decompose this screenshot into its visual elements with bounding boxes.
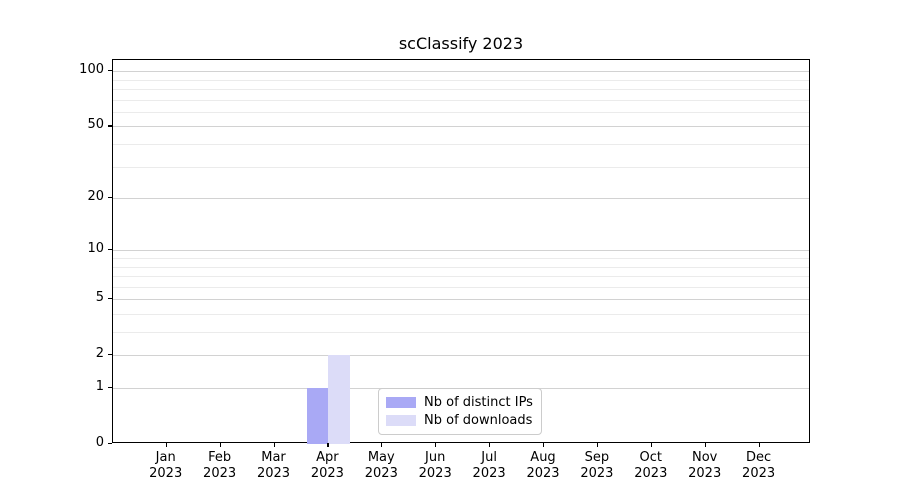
x-tick <box>165 443 167 447</box>
minor-gridline <box>113 79 809 81</box>
minor-gridline <box>113 144 809 145</box>
minor-gridline <box>113 89 809 90</box>
x-tick <box>596 443 599 447</box>
y-tick <box>108 70 112 72</box>
x-tick <box>381 443 383 447</box>
minor-gridline <box>113 332 809 333</box>
legend-label-distinct-ips: Nb of distinct IPs <box>424 395 533 410</box>
minor-gridline <box>113 266 809 268</box>
x-tick-label: Aug 2023 <box>526 450 560 481</box>
x-tick-label: Jan 2023 <box>149 450 183 481</box>
y-tick <box>108 125 112 127</box>
x-tick <box>758 443 760 447</box>
minor-gridline <box>113 166 809 168</box>
x-tick <box>435 443 437 447</box>
minor-gridline <box>113 257 809 259</box>
x-tick <box>543 443 545 447</box>
x-tick <box>704 443 706 447</box>
y-tick <box>108 354 112 356</box>
minor-gridline <box>113 111 809 113</box>
minor-gridline <box>113 276 809 278</box>
bar-nb-of-distinct-ips <box>306 388 329 444</box>
plot-area <box>112 59 810 444</box>
minor-gridline <box>113 313 809 315</box>
minor-gridline <box>113 286 809 288</box>
major-gridline <box>113 126 809 128</box>
x-tick-label: Mar 2023 <box>256 450 291 481</box>
legend-swatch-downloads <box>386 415 416 426</box>
chart-title: scClassify 2023 <box>398 34 524 53</box>
x-tick-label: Jul 2023 <box>472 450 506 481</box>
x-tick <box>489 443 491 447</box>
x-tick-label: Jun 2023 <box>418 450 452 481</box>
y-tick <box>108 249 112 251</box>
legend-label-downloads: Nb of downloads <box>424 413 533 428</box>
y-tick <box>108 387 112 389</box>
major-gridline <box>113 71 809 73</box>
legend-row-downloads: Nb of downloads <box>386 412 533 429</box>
y-tick-label: 20 <box>87 189 104 205</box>
x-tick <box>327 443 329 447</box>
y-tick-label: 100 <box>79 62 104 78</box>
y-tick <box>108 197 112 199</box>
x-tick-label: Oct 2023 <box>634 450 668 481</box>
y-tick <box>108 443 112 445</box>
x-tick-label: Apr 2023 <box>310 450 344 481</box>
x-tick <box>219 443 221 447</box>
major-gridline <box>113 198 809 200</box>
x-tick-label: Feb 2023 <box>203 450 237 481</box>
major-gridline <box>113 299 809 301</box>
major-gridline <box>113 250 809 252</box>
minor-gridline <box>113 99 809 101</box>
y-tick <box>108 298 112 300</box>
x-tick-label: Dec 2023 <box>742 450 776 481</box>
y-tick-label: 50 <box>87 117 104 133</box>
y-tick-label: 0 <box>95 435 104 450</box>
major-gridline <box>113 355 809 357</box>
legend-row-distinct-ips: Nb of distinct IPs <box>386 394 533 411</box>
x-tick-label: May 2023 <box>364 450 398 481</box>
x-tick-label: Nov 2023 <box>688 450 722 481</box>
x-tick <box>650 443 652 447</box>
y-tick-label: 2 <box>95 346 104 362</box>
x-tick <box>273 443 275 447</box>
y-tick-label: 1 <box>95 379 104 394</box>
y-tick-label: 5 <box>95 290 104 306</box>
legend-swatch-distinct-ips <box>386 397 416 408</box>
legend: Nb of distinct IPs Nb of downloads <box>378 388 542 435</box>
x-tick-label: Sep 2023 <box>580 450 614 481</box>
y-tick-label: 10 <box>87 241 104 257</box>
bar-nb-of-downloads <box>328 355 350 444</box>
